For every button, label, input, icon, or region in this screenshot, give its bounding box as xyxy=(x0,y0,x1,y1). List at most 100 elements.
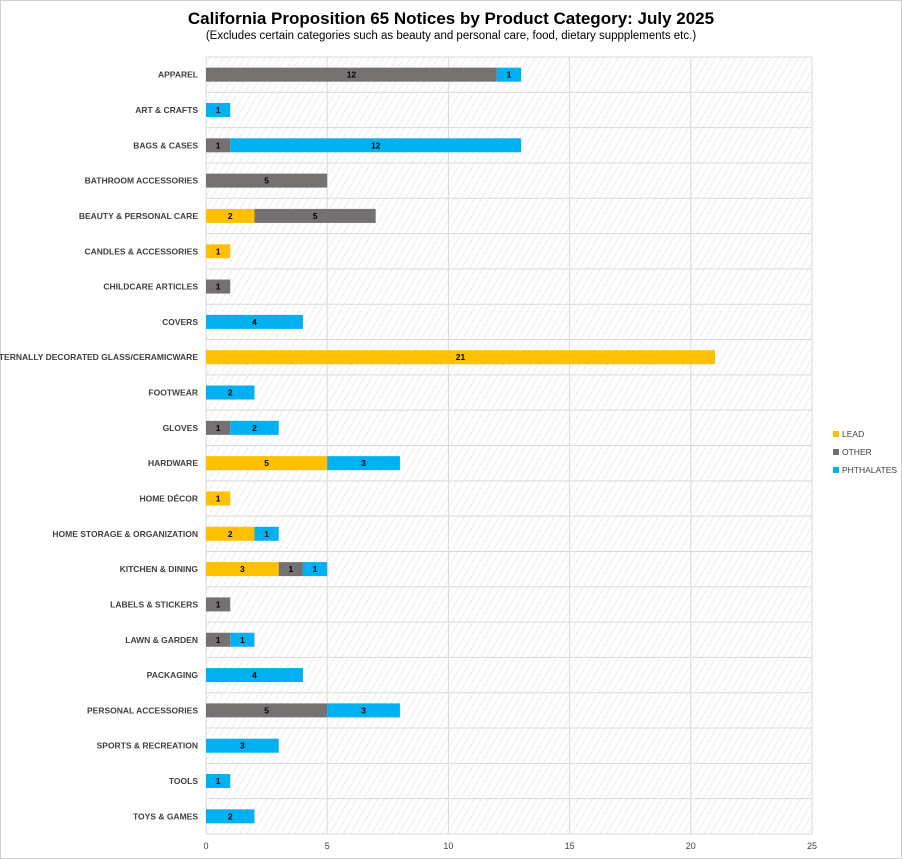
bar-segment-phthalates xyxy=(327,703,400,718)
data-label: 2 xyxy=(228,811,233,821)
x-tick-label: 20 xyxy=(686,841,696,851)
category-label: HARDWARE xyxy=(148,458,198,468)
bar-segment-phthalates xyxy=(254,526,279,541)
x-tick-label: 5 xyxy=(325,841,330,851)
bar-segment-other xyxy=(206,597,231,612)
chart-title: California Proposition 65 Notices by Pro… xyxy=(187,9,715,28)
category-label: APPAREL xyxy=(158,70,198,80)
category-label: EXTERNALLY DECORATED GLASS/CERAMICWARE xyxy=(0,352,198,362)
data-label: 1 xyxy=(216,493,221,503)
chart-subtitle: (Excludes certain categories such as bea… xyxy=(205,30,697,42)
bar-segment-other xyxy=(206,632,231,647)
bar-segment-lead xyxy=(206,456,328,471)
data-label: 2 xyxy=(228,211,233,221)
bar-segment-lead xyxy=(206,491,231,506)
bar-segment-phthalates xyxy=(206,102,231,117)
bar-segment-other xyxy=(206,279,231,294)
bar-segment-lead xyxy=(206,526,255,541)
bar-segment-phthalates xyxy=(230,632,255,647)
bar-segment-other xyxy=(206,67,497,82)
data-label: 1 xyxy=(216,776,221,786)
category-label: ART & CRAFTS xyxy=(135,105,198,115)
data-label: 1 xyxy=(313,564,318,574)
data-label: 5 xyxy=(313,211,318,221)
category-label: TOYS & GAMES xyxy=(133,811,198,821)
category-label: LAWN & GARDEN xyxy=(125,635,198,645)
data-label: 3 xyxy=(361,458,366,468)
bar-segment-phthalates xyxy=(327,456,400,471)
data-label: 12 xyxy=(347,70,357,80)
x-tick-label: 15 xyxy=(565,841,575,851)
bar-segment-phthalates xyxy=(206,314,303,329)
bar-segment-lead xyxy=(206,244,231,259)
data-label: 2 xyxy=(228,529,233,539)
category-label: PACKAGING xyxy=(147,670,199,680)
data-label: 1 xyxy=(216,599,221,609)
data-label: 3 xyxy=(240,564,245,574)
data-label: 1 xyxy=(216,635,221,645)
bar-segment-phthalates xyxy=(206,774,231,789)
data-label: 4 xyxy=(252,317,257,327)
x-tick-label: 0 xyxy=(203,841,208,851)
category-label: CANDLES & ACCESSORIES xyxy=(84,246,198,256)
bar-segment-phthalates xyxy=(206,385,255,400)
data-label: 2 xyxy=(228,388,233,398)
legend-swatch-lead xyxy=(833,431,839,437)
legend-swatch-other xyxy=(833,449,839,455)
category-label: BATHROOM ACCESSORIES xyxy=(85,176,199,186)
data-label: 1 xyxy=(216,423,221,433)
bar-segment-phthalates xyxy=(230,138,522,153)
legend-label: OTHER xyxy=(842,447,872,457)
category-label: GLOVES xyxy=(163,423,199,433)
data-label: 5 xyxy=(264,705,269,715)
data-label: 21 xyxy=(456,352,466,362)
category-label: FOOTWEAR xyxy=(148,388,198,398)
data-label: 4 xyxy=(252,670,257,680)
data-label: 1 xyxy=(240,635,245,645)
x-tick-label: 10 xyxy=(443,841,453,851)
data-label: 1 xyxy=(216,140,221,150)
bar-segment-lead xyxy=(206,350,716,365)
bar-segment-other xyxy=(206,703,328,718)
data-label: 1 xyxy=(216,105,221,115)
data-label: 5 xyxy=(264,176,269,186)
bar-segment-other xyxy=(278,562,303,577)
data-label: 1 xyxy=(264,529,269,539)
data-label: 5 xyxy=(264,458,269,468)
bar-segment-other xyxy=(206,138,231,153)
category-label: BAGS & CASES xyxy=(133,140,198,150)
x-tick-label: 25 xyxy=(807,841,817,851)
bar-segment-other xyxy=(254,208,376,223)
data-label: 12 xyxy=(371,140,381,150)
category-label: HOME STORAGE & ORGANIZATION xyxy=(52,529,198,539)
bar-segment-phthalates xyxy=(206,809,255,824)
legend-swatch-phthalates xyxy=(833,467,839,473)
bar-segment-phthalates xyxy=(496,67,522,82)
category-label: BEAUTY & PERSONAL CARE xyxy=(79,211,199,221)
bar-segment-lead xyxy=(206,562,279,577)
bar-segment-phthalates xyxy=(230,420,279,435)
bar-segment-phthalates xyxy=(302,562,328,577)
bar-segment-lead xyxy=(206,208,255,223)
data-label: 1 xyxy=(216,282,221,292)
data-label: 1 xyxy=(507,70,512,80)
bar-segment-phthalates xyxy=(206,668,303,683)
category-label: HOME DÉCOR xyxy=(139,493,198,503)
data-label: 3 xyxy=(240,741,245,751)
data-label: 3 xyxy=(361,705,366,715)
category-label: PERSONAL ACCESSORIES xyxy=(87,705,198,715)
data-label: 1 xyxy=(216,246,221,256)
category-label: SPORTS & RECREATION xyxy=(97,741,198,751)
category-label: LABELS & STICKERS xyxy=(110,599,198,609)
category-label: TOOLS xyxy=(169,776,198,786)
data-label: 1 xyxy=(288,564,293,574)
data-label: 2 xyxy=(252,423,257,433)
bar-segment-other xyxy=(206,420,231,435)
category-label: CHILDCARE ARTICLES xyxy=(103,282,198,292)
category-label: COVERS xyxy=(162,317,198,327)
bar-segment-phthalates xyxy=(206,738,279,753)
bar-segment-other xyxy=(206,173,328,188)
legend-label: LEAD xyxy=(842,429,864,439)
legend-label: PHTHALATES xyxy=(842,465,897,475)
